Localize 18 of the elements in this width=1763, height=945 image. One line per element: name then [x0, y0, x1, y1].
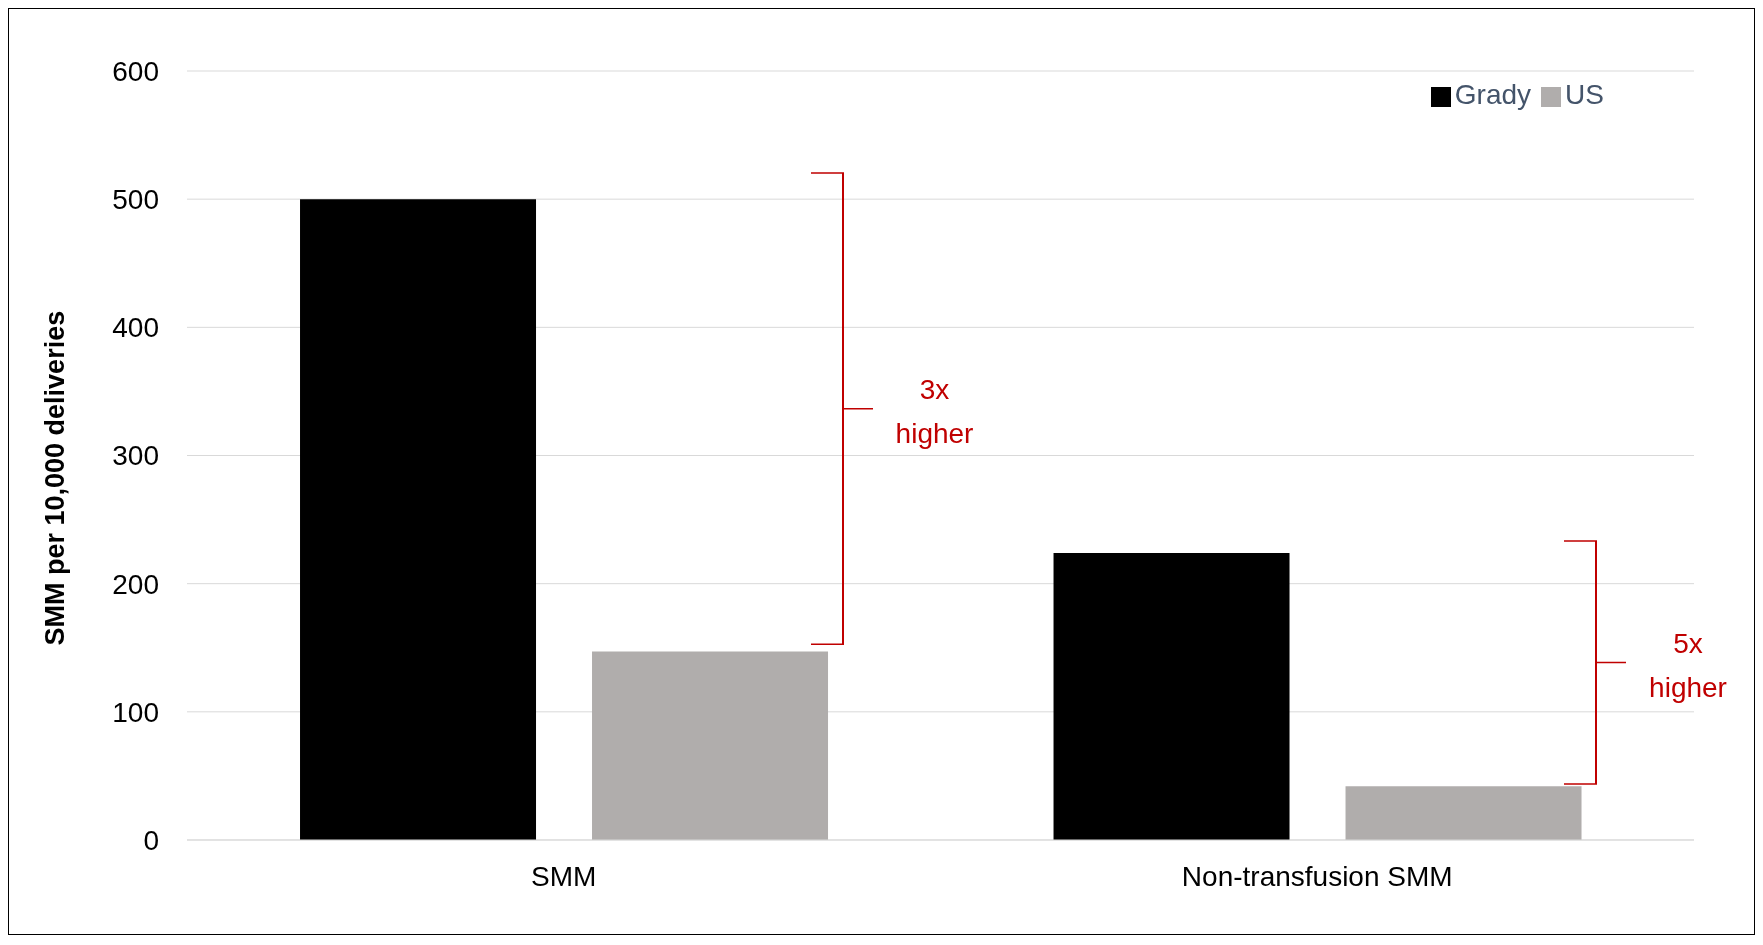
annotation: 5x higher [1648, 627, 1728, 706]
annotation: 3x higher [894, 373, 975, 452]
bar [1345, 786, 1582, 840]
bar [300, 199, 537, 840]
bar [1053, 552, 1290, 840]
x-tick-label: Non-transfusion SMM [1181, 860, 1453, 892]
y-tick-label: 100 [112, 696, 159, 728]
y-axis-title: SMM per 10,000 deliveries [39, 310, 70, 646]
y-tick-label: 200 [112, 568, 159, 600]
bar [592, 651, 829, 840]
y-tick-label: 500 [112, 184, 159, 216]
legend-label: US [1565, 79, 1604, 110]
y-tick-label: 400 [112, 312, 159, 344]
y-tick-label: 300 [112, 440, 159, 472]
x-tick-label: SMM [531, 860, 597, 892]
y-tick-label: 600 [112, 55, 159, 87]
y-tick-label: 0 [143, 824, 159, 856]
legend-label: Grady [1454, 79, 1532, 110]
